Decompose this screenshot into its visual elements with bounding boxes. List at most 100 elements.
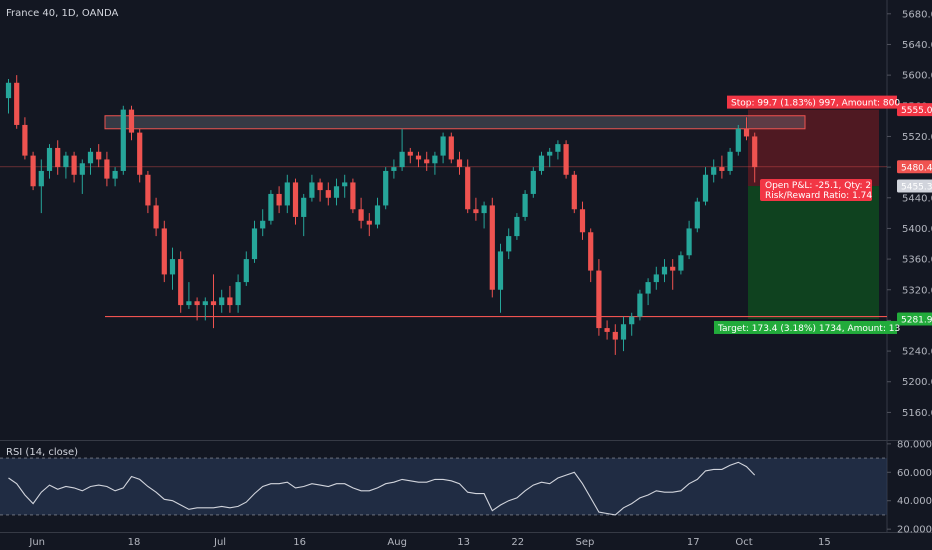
- candle-body: [448, 136, 454, 160]
- candle-body: [301, 197, 307, 217]
- candle-body: [637, 293, 643, 317]
- candle-body: [137, 132, 143, 175]
- candle-body: [46, 147, 53, 171]
- candle-body: [752, 136, 758, 168]
- target-label-bg: [714, 320, 897, 334]
- candle-body: [661, 266, 668, 275]
- candle-body: [465, 167, 471, 210]
- candle-body: [415, 155, 422, 160]
- time-tick-label: 22: [511, 537, 524, 548]
- candle-body: [153, 205, 159, 229]
- candle-body: [96, 151, 102, 160]
- candle-body: [629, 316, 635, 325]
- candle-body: [645, 282, 651, 294]
- candle-body: [186, 301, 192, 306]
- time-tick-label: Oct: [735, 537, 752, 548]
- candle-body: [432, 155, 438, 164]
- candle-body: [678, 255, 684, 271]
- candle-body: [620, 324, 627, 340]
- candle-body: [358, 209, 364, 221]
- target-price-tag: 5281.9: [901, 315, 932, 325]
- position-info-line1: Open P&L: -25.1, Qty: 2: [765, 181, 871, 191]
- position-info-bg: [760, 179, 872, 202]
- rsi-tick-label: 40.0000: [897, 496, 932, 507]
- candle-body: [55, 147, 61, 168]
- candle-body: [325, 190, 331, 198]
- candle-body: [481, 205, 487, 214]
- candle-body: [120, 109, 126, 171]
- stop-label-bg: [727, 95, 897, 109]
- candle-body: [210, 301, 217, 306]
- candle-body: [653, 274, 659, 283]
- candle-body: [727, 151, 733, 171]
- time-tick-label: Jun: [28, 537, 45, 548]
- rsi-tick-label: 60.0000: [897, 468, 932, 479]
- candle-body: [391, 167, 397, 171]
- price-tick-label: 5680.0: [902, 9, 932, 20]
- candle-body: [711, 167, 717, 175]
- take-profit-zone: [748, 186, 879, 319]
- candle-body: [169, 259, 176, 275]
- candle-body: [71, 155, 77, 175]
- candle-body: [235, 282, 241, 306]
- candle-body: [374, 205, 381, 225]
- candle-body: [383, 170, 389, 206]
- stop-label: Stop: 99.7 (1.83%) 997, Amount: 800: [731, 99, 900, 109]
- candle-body: [530, 170, 536, 194]
- price-tick-label: 5200.0: [902, 377, 932, 388]
- stop-price-tag: 5555.0: [901, 106, 932, 116]
- candle-body: [571, 174, 577, 210]
- candle-body: [30, 155, 36, 187]
- candle-body: [506, 236, 512, 252]
- candle-body: [440, 136, 446, 156]
- candle-body: [161, 228, 167, 275]
- candle-body: [563, 144, 569, 175]
- stop-price-tag-bg: [897, 103, 932, 117]
- candle-body: [456, 159, 463, 168]
- candle-body: [497, 251, 504, 290]
- rsi-line: [8, 461, 756, 516]
- candle-body: [489, 205, 495, 290]
- candle-body: [694, 201, 700, 229]
- candle-body: [612, 331, 618, 340]
- candle-body: [424, 159, 430, 164]
- price-tick-label: 5320.0: [902, 285, 932, 296]
- entry-price-tag-bg: [897, 179, 932, 193]
- price-tick-label: 5400.0: [902, 224, 932, 235]
- time-tick-label: 18: [128, 537, 141, 548]
- price-tick-label: 5520.0: [902, 132, 932, 143]
- rsi-tick-label: 20.0000: [897, 525, 932, 536]
- candle-body: [743, 128, 750, 137]
- candle-body: [292, 182, 299, 217]
- time-tick-label: 17: [687, 537, 700, 548]
- candle-body: [407, 151, 413, 156]
- candle-body: [243, 259, 249, 283]
- candle-body: [350, 182, 356, 210]
- price-tick-label: 5360.0: [902, 255, 932, 266]
- candle-body: [112, 170, 118, 179]
- candle-body: [5, 82, 12, 99]
- candle-body: [702, 174, 709, 202]
- candle-body: [260, 220, 266, 229]
- position-info-line2: Risk/Reward Ratio: 1.74: [765, 191, 872, 201]
- candle-body: [63, 155, 69, 168]
- chart-title: France 40, 1D, OANDA: [6, 8, 118, 19]
- candle-body: [251, 228, 258, 260]
- candle-body: [538, 155, 545, 171]
- current-price-tag: 5480.4: [901, 163, 932, 173]
- resistance-zone: [104, 115, 806, 130]
- price-tick-label: 5640.0: [902, 40, 932, 51]
- candle-body: [473, 209, 479, 214]
- candle-body: [342, 182, 348, 187]
- time-tick-label: Sep: [576, 537, 595, 548]
- candle-body: [268, 193, 274, 221]
- candle-body: [719, 167, 725, 171]
- candle-body: [178, 259, 184, 306]
- candle-body: [317, 182, 323, 191]
- target-label: Target: 173.4 (3.18%) 1734, Amount: 13: [717, 324, 900, 334]
- time-tick-label: Aug: [387, 537, 407, 548]
- rsi-panel[interactable]: RSI (14, close) 80.0000 60.0000 40.0000 20.0…: [0, 439, 932, 536]
- price-tick-label: 5240.0: [902, 347, 932, 358]
